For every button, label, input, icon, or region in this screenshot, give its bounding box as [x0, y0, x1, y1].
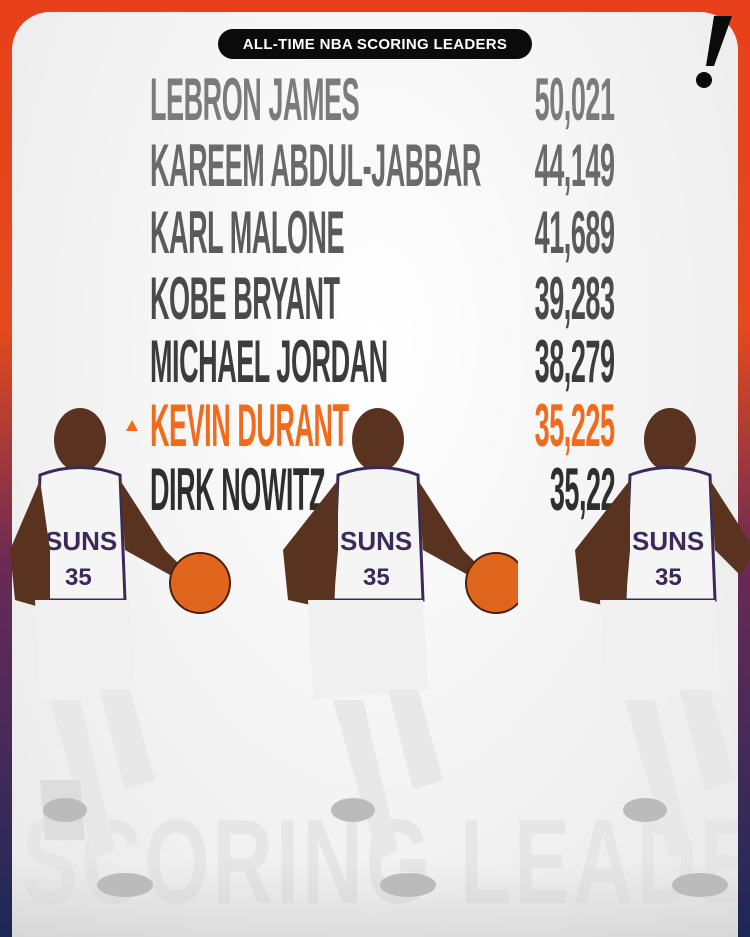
leader-row: MICHAEL JORDAN 38,279 [150, 328, 615, 395]
player-name: DIRK NOWITZ [150, 456, 326, 523]
leader-row: KOBE BRYANT 39,283 [150, 265, 615, 332]
leader-row: KAREEM ABDUL-JABBAR 44,149 [150, 132, 615, 199]
svg-text:35: 35 [65, 564, 92, 591]
leader-row: KARL MALONE 41,689 [150, 199, 615, 266]
svg-text:35: 35 [655, 564, 682, 591]
player-points: 39,283 [535, 265, 615, 332]
player-points: 35,225 [535, 392, 615, 459]
player-points: 44,149 [535, 132, 615, 199]
player-name: MICHAEL JORDAN [150, 328, 388, 395]
svg-text:35: 35 [363, 564, 390, 591]
svg-text:SUNS: SUNS [45, 526, 117, 556]
svg-text:SUNS: SUNS [340, 526, 412, 556]
player-points: 35,22 [549, 456, 616, 523]
leader-row-highlighted: KEVIN DURANT 35,225 [150, 392, 615, 459]
player-image: SUNS 35 [283, 408, 518, 897]
player-points: 41,689 [535, 199, 615, 266]
player-points: 38,279 [535, 328, 615, 395]
player-name: KARL MALONE [150, 199, 345, 266]
up-triangle-icon [126, 420, 138, 431]
player-name: KAREEM ABDUL-JABBAR [150, 132, 481, 199]
exclamation-mark-logo [696, 16, 732, 88]
player-image: SUNS 35 [575, 408, 750, 897]
page-title: ALL-TIME NBA SCORING LEADERS [218, 29, 532, 59]
player-name: LEBRON JAMES [150, 66, 360, 133]
floor-shadow [0, 860, 750, 937]
player-name: KEVIN DURANT [150, 392, 349, 459]
player-name: KOBE BRYANT [150, 265, 340, 332]
leader-row: DIRK NOWITZ 35,22 [150, 456, 616, 523]
player-points: 50,021 [535, 66, 615, 133]
player-image: SUNS 35 [10, 408, 231, 897]
svg-text:SUNS: SUNS [632, 526, 704, 556]
leader-row: LEBRON JAMES 50,021 [150, 66, 615, 133]
